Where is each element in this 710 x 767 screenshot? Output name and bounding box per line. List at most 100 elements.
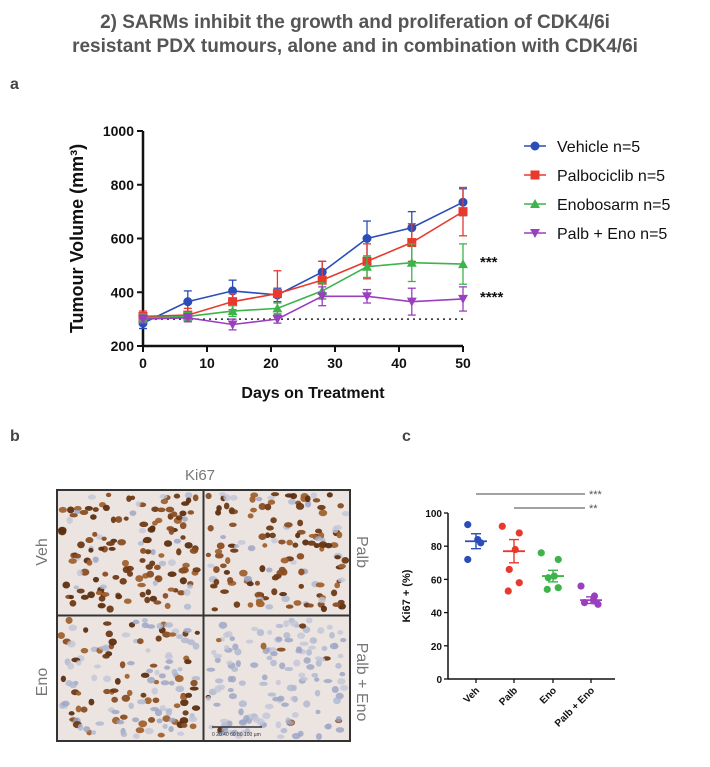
cell-nucleus xyxy=(77,541,85,549)
legend-entry-vehicle-n-5: Vehicle n=5 xyxy=(524,139,640,156)
cell-nucleus xyxy=(314,677,320,682)
cell-nucleus xyxy=(140,692,147,698)
cell-nucleus xyxy=(296,646,303,652)
cell-nucleus xyxy=(223,632,230,639)
ihc-label-palb-eno: Palb + Eno xyxy=(353,643,370,722)
cell-nucleus xyxy=(247,513,254,519)
cell-nucleus xyxy=(177,667,183,672)
group-veh xyxy=(464,521,487,564)
data-point xyxy=(407,238,417,248)
data-point xyxy=(182,313,193,323)
cell-nucleus xyxy=(190,679,198,687)
cell-nucleus xyxy=(214,657,221,663)
cell-nucleus xyxy=(137,699,146,705)
cell-nucleus xyxy=(108,546,116,551)
cell-nucleus xyxy=(67,662,75,670)
cell-nucleus xyxy=(152,580,158,586)
cell-nucleus xyxy=(220,563,227,569)
ihc-tile-eno xyxy=(57,616,203,741)
data-point xyxy=(317,275,327,285)
cell-nucleus xyxy=(337,503,344,509)
cell-nucleus xyxy=(185,692,193,698)
data-point xyxy=(504,587,512,595)
cell-nucleus xyxy=(163,540,173,547)
cell-nucleus xyxy=(228,522,237,527)
legend-label: Vehicle n=5 xyxy=(557,139,640,156)
cell-nucleus xyxy=(335,727,345,733)
cell-nucleus xyxy=(309,637,318,644)
cell-nucleus xyxy=(334,555,341,560)
cell-nucleus xyxy=(185,497,192,504)
cell-nucleus xyxy=(334,582,341,589)
y-tick-label: 600 xyxy=(111,231,135,247)
cell-nucleus xyxy=(281,568,288,576)
cell-nucleus xyxy=(281,702,289,707)
cell-nucleus xyxy=(156,622,164,630)
cell-nucleus xyxy=(68,681,78,689)
cell-nucleus xyxy=(271,588,278,596)
cell-nucleus xyxy=(74,509,81,515)
cell-nucleus xyxy=(184,492,193,499)
cell-nucleus xyxy=(132,717,140,723)
cell-nucleus xyxy=(315,528,323,534)
series-palb-eno-n-5 xyxy=(138,286,468,331)
cell-nucleus xyxy=(123,516,129,521)
data-point xyxy=(317,292,328,302)
cell-nucleus xyxy=(154,669,160,676)
cell-nucleus xyxy=(231,666,239,672)
cell-nucleus xyxy=(117,539,127,546)
cell-nucleus xyxy=(127,570,134,577)
cell-nucleus xyxy=(267,629,273,635)
cell-nucleus xyxy=(266,567,273,573)
cell-nucleus xyxy=(135,575,144,582)
series-line xyxy=(142,261,464,319)
legend-marker xyxy=(530,141,540,151)
cell-nucleus xyxy=(156,718,163,724)
cell-nucleus xyxy=(68,711,75,716)
cell-nucleus xyxy=(168,680,175,686)
cell-nucleus xyxy=(229,494,238,501)
data-point xyxy=(464,555,472,564)
cell-nucleus xyxy=(276,647,286,652)
cell-nucleus xyxy=(149,560,156,567)
cell-nucleus xyxy=(133,733,140,739)
cell-nucleus xyxy=(83,627,89,633)
cell-nucleus xyxy=(148,717,156,723)
cell-nucleus xyxy=(192,494,199,502)
cell-nucleus xyxy=(338,563,346,569)
cell-nucleus xyxy=(162,723,168,729)
cell-nucleus xyxy=(184,659,192,665)
cell-nucleus xyxy=(256,629,265,637)
cell-nucleus xyxy=(296,553,305,560)
cell-nucleus xyxy=(111,696,118,703)
cell-nucleus xyxy=(339,671,346,677)
cell-nucleus xyxy=(208,724,215,730)
cell-nucleus xyxy=(179,522,187,530)
cell-nucleus xyxy=(238,708,244,716)
cell-nucleus xyxy=(162,715,171,722)
cell-nucleus xyxy=(293,659,301,667)
cell-nucleus xyxy=(315,582,325,588)
cell-nucleus xyxy=(65,616,73,624)
figure-title-line-1: 2) SARMs inhibit the growth and prolifer… xyxy=(100,12,610,33)
cell-nucleus xyxy=(280,557,289,564)
cell-nucleus xyxy=(58,526,67,534)
cell-nucleus xyxy=(226,660,233,665)
cell-nucleus xyxy=(140,547,147,554)
cell-nucleus xyxy=(267,692,277,697)
cell-nucleus xyxy=(215,678,224,684)
cell-nucleus xyxy=(239,719,247,725)
cell-nucleus xyxy=(102,504,110,511)
cell-nucleus xyxy=(315,733,323,740)
cell-nucleus xyxy=(95,590,103,596)
cell-nucleus xyxy=(340,638,347,643)
cell-nucleus xyxy=(277,695,285,702)
series-line xyxy=(142,201,464,324)
cell-nucleus xyxy=(228,507,235,515)
cell-nucleus xyxy=(115,593,123,600)
cell-nucleus xyxy=(311,672,319,678)
cell-nucleus xyxy=(284,637,294,643)
cell-nucleus xyxy=(86,559,93,566)
cell-nucleus xyxy=(57,632,65,639)
cell-nucleus xyxy=(206,667,216,672)
